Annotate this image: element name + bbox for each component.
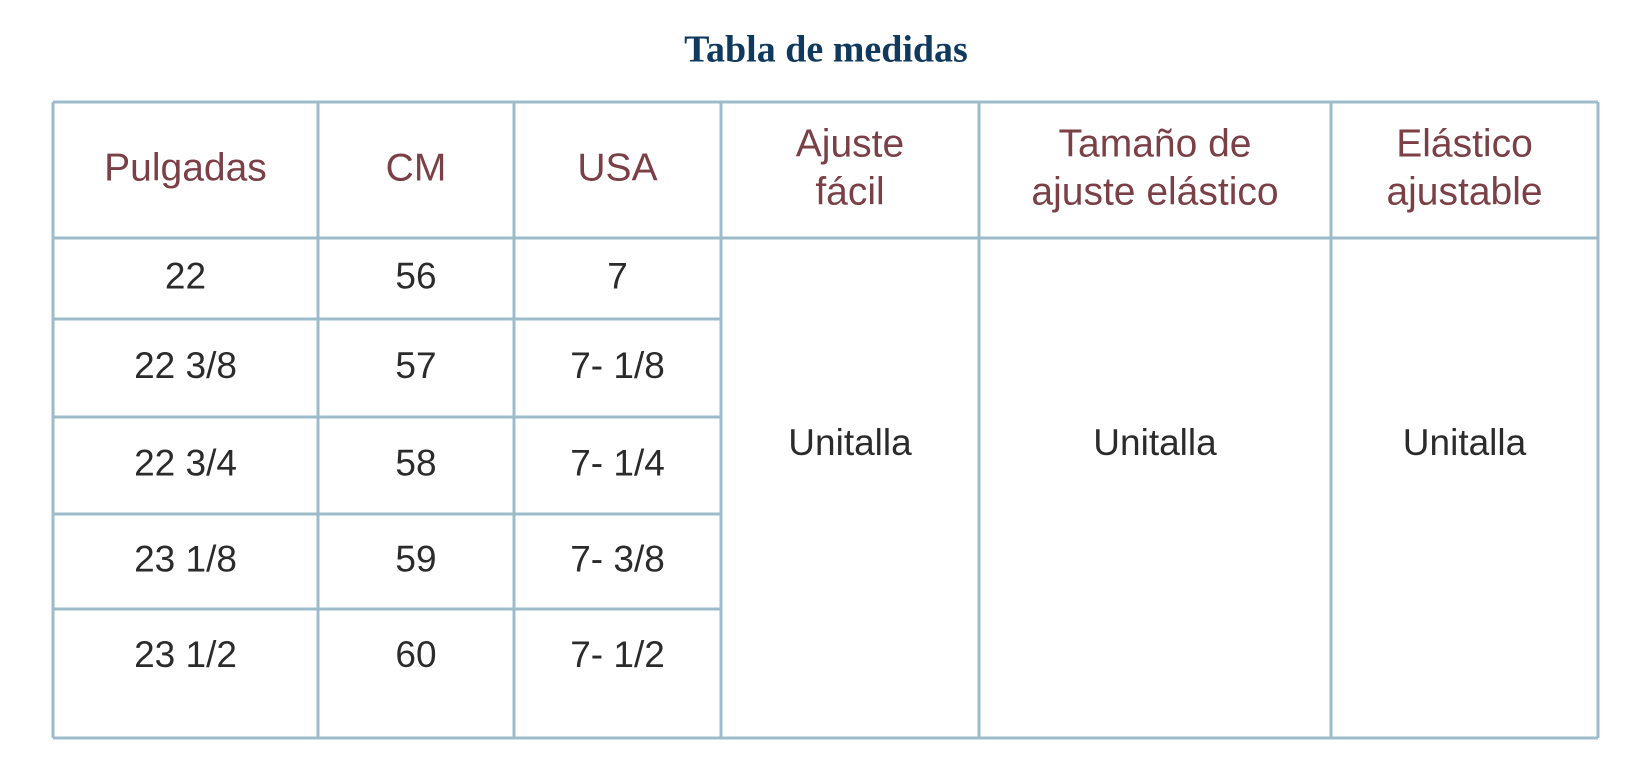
table-cell: 23 1/2 [134,634,237,675]
header-cell: fácil [815,170,884,213]
merged-cell: Unitalla [788,422,912,463]
table-cell: 57 [395,345,436,386]
header-cell: USA [577,146,657,189]
header-cell: Ajuste [796,122,904,165]
table-cell: 7- 1/2 [570,634,665,675]
title: Tabla de medidas [684,29,968,71]
table-cell: 7- 3/8 [570,538,665,579]
table-cell: 22 3/4 [134,442,237,483]
table-cell: 7- 1/4 [570,442,665,483]
header-cell: ajuste elástico [1031,170,1278,213]
table-cell: 56 [395,255,436,296]
table-cell: 58 [395,442,436,483]
merged-cell: Unitalla [1093,422,1217,463]
table-cell: 22 3/8 [134,345,237,386]
header-cell: Tamaño de [1059,122,1252,165]
table-cell: 60 [395,634,436,675]
header-cell: Elástico [1396,122,1533,165]
header-cell: ajustable [1386,170,1542,213]
header-cell: CM [386,146,447,189]
table-cell: 7 [607,255,628,296]
header-cell: Pulgadas [104,146,267,189]
merged-cell: Unitalla [1403,422,1527,463]
table-cell: 22 [165,255,206,296]
table-cell: 59 [395,538,436,579]
table-cell: 23 1/8 [134,538,237,579]
table-cell: 7- 1/8 [570,345,665,386]
